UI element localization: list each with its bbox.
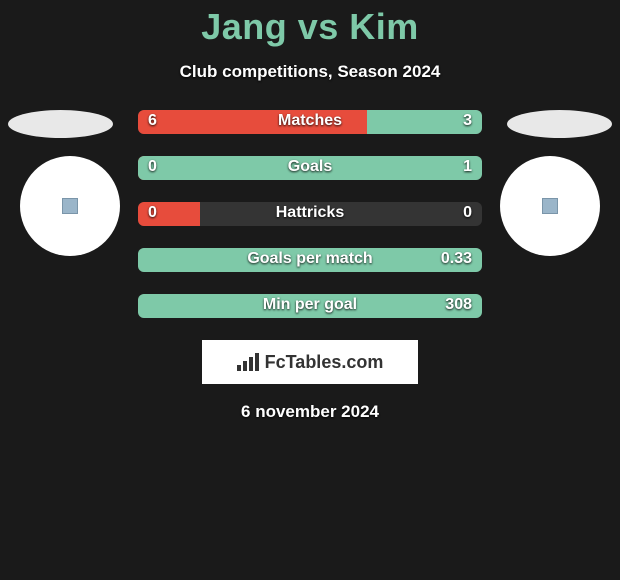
flag-left — [8, 110, 113, 138]
val-right: 1 — [463, 158, 472, 176]
avatar-placeholder-icon — [542, 198, 558, 214]
stat-row: 6 Matches 3 — [138, 110, 482, 134]
stat-row: Goals per match 0.33 — [138, 248, 482, 272]
val-right: 3 — [463, 112, 472, 130]
stat-rows: 6 Matches 3 0 Goals 1 0 Hattricks 0 Goal… — [138, 110, 482, 318]
val-right: 0 — [463, 204, 472, 222]
stat-label: Goals — [138, 158, 482, 176]
avatar-placeholder-icon — [62, 198, 78, 214]
subtitle: Club competitions, Season 2024 — [0, 62, 620, 82]
avatar-right — [500, 156, 600, 256]
page-title: Jang vs Kim — [0, 0, 620, 48]
brand-text: FcTables.com — [265, 352, 384, 373]
val-right: 0.33 — [441, 250, 472, 268]
stat-label: Min per goal — [138, 296, 482, 314]
brand-badge: FcTables.com — [202, 340, 418, 384]
date-text: 6 november 2024 — [0, 402, 620, 422]
val-right: 308 — [445, 296, 472, 314]
stat-label: Matches — [138, 112, 482, 130]
stat-label: Goals per match — [138, 250, 482, 268]
flag-right — [507, 110, 612, 138]
chart-icon — [237, 353, 259, 371]
stat-row: 0 Hattricks 0 — [138, 202, 482, 226]
stat-row: 0 Goals 1 — [138, 156, 482, 180]
stat-row: Min per goal 308 — [138, 294, 482, 318]
compare-area: 6 Matches 3 0 Goals 1 0 Hattricks 0 Goal… — [0, 110, 620, 318]
avatar-left — [20, 156, 120, 256]
stat-label: Hattricks — [138, 204, 482, 222]
